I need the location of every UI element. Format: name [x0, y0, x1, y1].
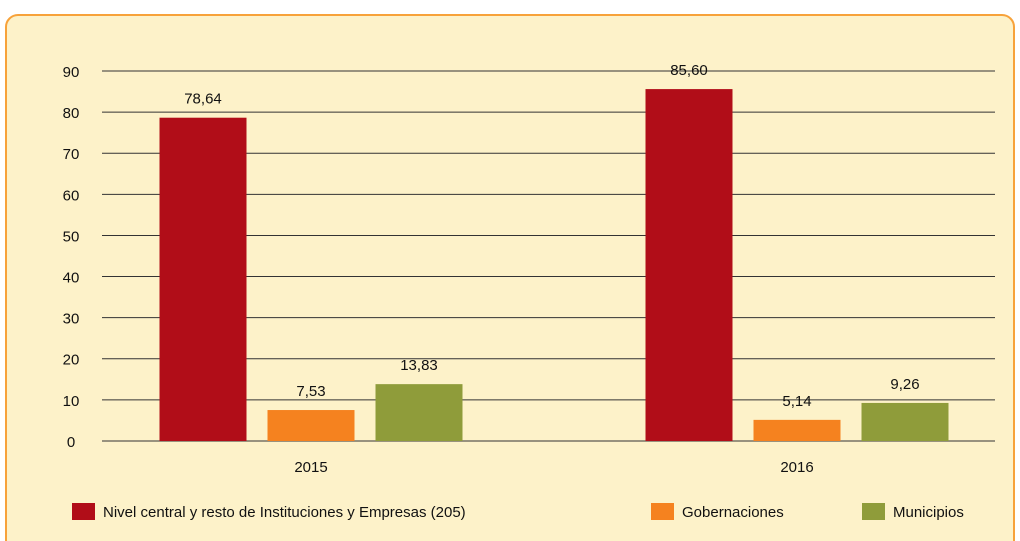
value-label: 7,53: [296, 383, 325, 400]
bar: [645, 89, 733, 441]
y-tick-label: 40: [63, 270, 80, 287]
value-label: 13,83: [400, 357, 438, 374]
bar: [861, 402, 949, 441]
y-tick-label: 60: [63, 187, 80, 204]
value-label: 5,14: [782, 393, 811, 410]
y-tick-label: 50: [63, 228, 80, 245]
bar: [753, 419, 841, 441]
x-tick-label: 2016: [780, 459, 813, 476]
bar: [159, 117, 247, 442]
y-tick-label: 80: [63, 105, 80, 122]
legend-label: Nivel central y resto de Instituciones y…: [103, 504, 466, 521]
y-tick-label: 10: [63, 393, 80, 410]
y-tick-label: 70: [63, 146, 80, 163]
legend-label: Municipios: [893, 504, 964, 521]
value-label: 9,26: [890, 376, 919, 393]
bar: [375, 384, 463, 441]
y-tick-label: 20: [63, 352, 80, 369]
value-label: 78,64: [184, 91, 222, 108]
legend-label: Gobernaciones: [682, 504, 784, 521]
legend-swatch: [651, 503, 674, 520]
x-tick-label: 2015: [294, 459, 327, 476]
legend-swatch: [862, 503, 885, 520]
value-label: 85,60: [670, 62, 708, 79]
legend-swatch: [72, 503, 95, 520]
chart-frame: [5, 14, 1015, 541]
y-tick-label: 30: [63, 311, 80, 328]
bar: [267, 410, 355, 441]
y-tick-label: 90: [63, 64, 80, 81]
y-tick-label: 0: [67, 434, 75, 451]
